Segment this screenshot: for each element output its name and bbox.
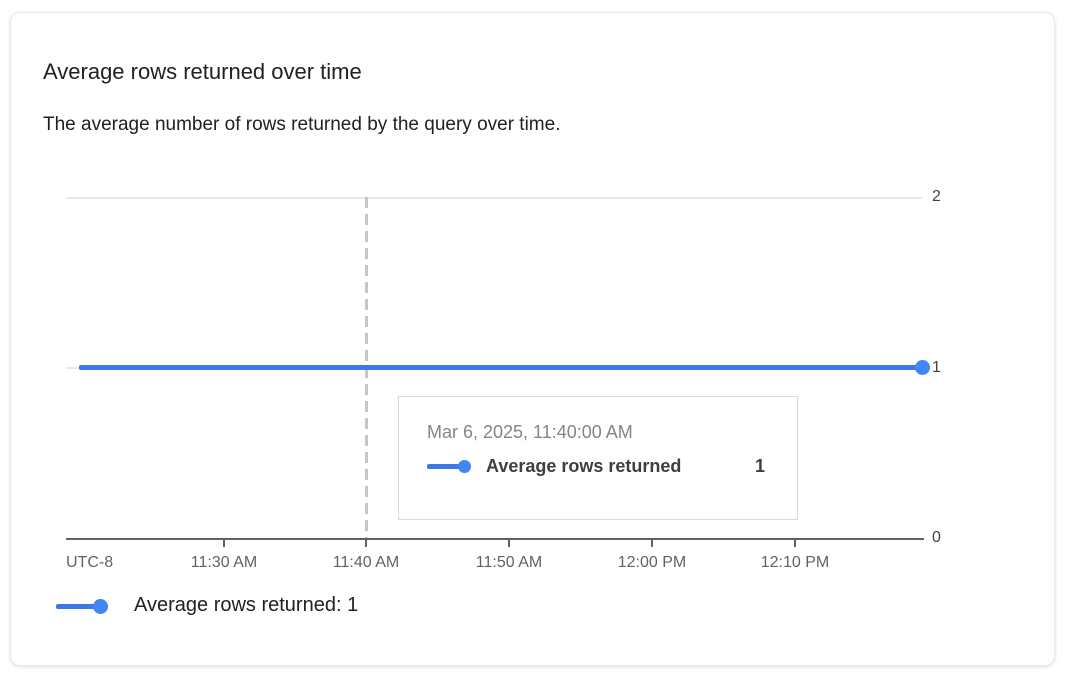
x-tick-label: 12:10 PM [760, 554, 830, 571]
x-tick-label: 11:50 AM [475, 554, 543, 571]
y-tick-label: 1 [932, 359, 941, 376]
x-tick-label: 11:40 AM [332, 554, 400, 571]
x-tick-label: 11:30 AM [190, 554, 258, 571]
x-tick-mark [794, 540, 796, 547]
chart-legend-item[interactable]: Average rows returned: 1 [56, 594, 358, 617]
line-chart-plot-area[interactable]: UTC-8 11:30 AM 11:40 AM 11:50 AM 12:00 P… [11, 13, 1054, 665]
gridline-y2 [66, 197, 922, 199]
series-swatch-icon [427, 459, 471, 474]
chart-tooltip: Mar 6, 2025, 11:40:00 AM Average rows re… [398, 396, 798, 520]
chart-title: Average rows returned over time [43, 59, 362, 84]
chart-subtitle: The average number of rows returned by t… [43, 114, 561, 135]
x-tick-mark [223, 540, 225, 547]
x-tick-label: 12:00 PM [617, 554, 687, 571]
y-tick-label: 0 [932, 529, 941, 546]
x-axis-line [66, 538, 924, 540]
chart-card: Average rows returned over time The aver… [10, 12, 1055, 666]
tooltip-timestamp: Mar 6, 2025, 11:40:00 AM [427, 422, 633, 442]
tooltip-series-row: Average rows returned 1 [427, 456, 769, 477]
x-axis-timezone-label: UTC-8 [66, 554, 114, 571]
tooltip-series-value: 1 [754, 456, 765, 476]
gridline-y1 [66, 367, 80, 369]
series-endpoint-dot[interactable] [915, 360, 930, 375]
legend-series-swatch-icon [56, 598, 108, 614]
x-tick-mark [651, 540, 653, 547]
x-tick-mark [365, 540, 367, 547]
y-tick-label: 2 [932, 188, 941, 205]
series-line-average-rows[interactable] [79, 365, 923, 370]
legend-label: Average rows returned: 1 [134, 594, 359, 616]
tooltip-series-label: Average rows returned [486, 456, 682, 476]
x-tick-mark [508, 540, 510, 547]
